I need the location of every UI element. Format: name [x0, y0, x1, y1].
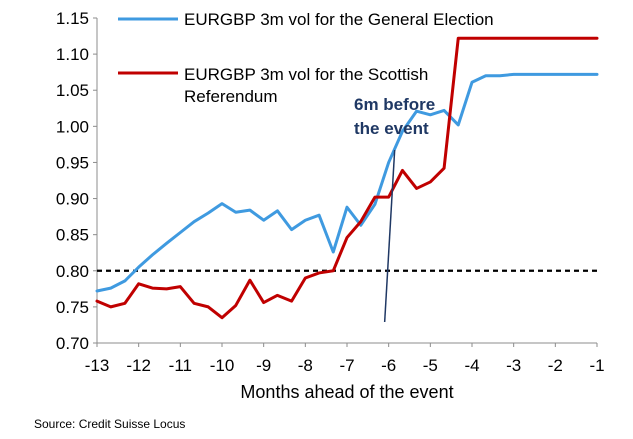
y-tick-label: 0.70 [56, 334, 89, 353]
legend-label-scottish-referendum: EURGBP 3m vol for the Scottish [184, 65, 428, 84]
y-tick-label: 0.95 [56, 153, 89, 172]
x-tick-label: -11 [169, 356, 192, 375]
source-note: Source: Credit Suisse Locus [34, 417, 185, 431]
x-tick-labels: -13 -12 -11 -10 -9 -8 -7 -6 -5 -4 -3 -2 -1 [85, 343, 605, 375]
x-tick-label: -3 [506, 356, 521, 375]
x-tick-label: -9 [256, 356, 271, 375]
x-tick-label: -8 [298, 356, 313, 375]
y-tick-label: 0.80 [56, 262, 89, 281]
y-tick-label: 0.90 [56, 190, 89, 209]
series-line-general-election [95, 72, 599, 293]
x-tick-label: -6 [381, 356, 396, 375]
x-tick-label: -10 [210, 356, 235, 375]
event-marker-line [383, 149, 396, 323]
annotations: 6m before the event [354, 95, 435, 323]
y-tick-label: 0.85 [56, 226, 89, 245]
x-tick-label: -1 [589, 356, 604, 375]
legend-label-scottish-referendum-line2: Referendum [184, 87, 278, 106]
x-tick-label: -12 [126, 356, 151, 375]
y-tick-label: 1.05 [56, 81, 89, 100]
event-annotation-text: the event [354, 119, 429, 138]
legend-label-general-election: EURGBP 3m vol for the General Election [184, 10, 494, 29]
x-tick-label: -2 [548, 356, 563, 375]
event-annotation-text: 6m before [354, 95, 435, 114]
y-tick-label: 1.00 [56, 117, 89, 136]
x-tick-label: -7 [339, 356, 354, 375]
series-line-scottish-referendum [95, 36, 599, 320]
series-lines [95, 36, 599, 320]
x-axis-title: Months ahead of the event [240, 382, 453, 402]
x-tick-label: -13 [85, 356, 110, 375]
y-tick-label: 1.10 [56, 45, 89, 64]
y-tick-label: 1.15 [56, 9, 89, 28]
x-tick-label: -4 [464, 356, 479, 375]
y-tick-label: 0.75 [56, 298, 89, 317]
x-tick-label: -5 [423, 356, 438, 375]
y-tick-labels: 0.70 0.75 0.80 0.85 0.90 0.95 1.00 1.05 1.10 1.15 [56, 9, 97, 353]
legend: EURGBP 3m vol for the General Election E… [118, 10, 494, 106]
